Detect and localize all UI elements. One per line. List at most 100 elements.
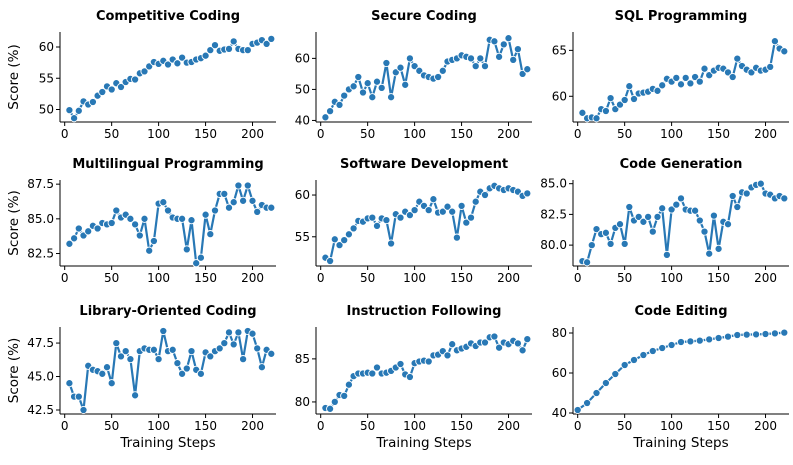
data-point — [499, 40, 508, 49]
data-point — [215, 344, 224, 353]
y-tick-label: 85.0 — [540, 177, 567, 191]
data-point — [98, 369, 107, 378]
data-point — [770, 37, 779, 46]
data-point — [448, 340, 457, 349]
data-point — [396, 213, 405, 222]
data-point — [79, 405, 88, 415]
x-tick-label: 50 — [360, 271, 375, 285]
y-tick-label: 80 — [552, 326, 567, 340]
data-point — [457, 201, 466, 210]
data-point — [107, 85, 116, 94]
y-tick-label: 80.0 — [540, 238, 567, 252]
chart-title: Code Generation — [620, 157, 743, 172]
x-tick-label: 100 — [147, 419, 170, 433]
data-point — [752, 330, 761, 339]
x-tick-label: 100 — [660, 127, 683, 141]
data-point — [70, 234, 79, 243]
data-point — [107, 218, 116, 228]
x-tick-label: 100 — [147, 127, 170, 141]
data-point — [466, 213, 476, 222]
y-tick-label: 60 — [552, 366, 567, 380]
y-tick-label: 85.0 — [27, 212, 54, 226]
x-tick-label: 0 — [61, 127, 69, 141]
data-point — [438, 207, 447, 216]
data-point — [368, 213, 377, 222]
data-point — [196, 369, 205, 378]
data-point — [601, 106, 610, 116]
data-point — [676, 194, 686, 203]
data-point — [770, 329, 779, 338]
y-tick-label: 50 — [295, 82, 310, 96]
data-point — [601, 228, 610, 237]
x-tick-label: 50 — [360, 127, 375, 141]
data-point — [523, 189, 532, 198]
data-point — [368, 93, 377, 102]
data-point — [742, 330, 751, 339]
y-tick-label: 60 — [552, 89, 567, 103]
data-point — [625, 82, 634, 91]
data-point — [410, 62, 419, 71]
data-point — [98, 87, 107, 97]
y-tick-label: 65 — [552, 43, 567, 57]
data-point — [672, 73, 681, 82]
data-point — [405, 211, 414, 220]
data-point — [229, 37, 238, 46]
data-point — [587, 241, 596, 250]
x-tick-label: 200 — [497, 271, 520, 285]
data-point — [518, 346, 527, 355]
data-point — [224, 44, 234, 53]
data-point — [330, 397, 339, 406]
data-point — [239, 196, 248, 205]
data-point — [658, 81, 667, 90]
data-point — [74, 106, 83, 115]
data-point — [615, 220, 625, 229]
data-point — [131, 391, 140, 400]
chart-title: Instruction Following — [347, 304, 502, 319]
x-axis-label: Training Steps — [119, 435, 215, 451]
chart-title: Competitive Coding — [96, 9, 240, 24]
x-tick-label: 50 — [104, 419, 119, 433]
data-point — [187, 347, 196, 356]
data-point — [253, 207, 262, 216]
data-point — [676, 337, 686, 347]
data-point — [714, 244, 723, 253]
data-point — [248, 196, 257, 205]
data-point — [780, 194, 789, 203]
x-tick-label: 50 — [617, 271, 632, 285]
data-point — [135, 231, 144, 240]
data-point — [354, 72, 363, 82]
data-point — [480, 190, 490, 200]
data-point — [206, 352, 215, 361]
data-point — [756, 179, 765, 188]
data-point — [523, 335, 532, 344]
data-point — [466, 54, 476, 63]
data-point — [340, 391, 349, 400]
data-point — [653, 86, 662, 95]
data-point — [210, 41, 220, 50]
data-point — [65, 106, 74, 115]
x-tick-label: 50 — [104, 271, 119, 285]
data-point — [480, 338, 490, 347]
y-tick-label: 55 — [295, 230, 310, 244]
x-tick-label: 200 — [497, 419, 520, 433]
data-point — [145, 246, 154, 255]
data-point — [583, 398, 592, 408]
data-point — [182, 245, 191, 254]
data-point — [480, 62, 490, 71]
x-tick-label: 100 — [403, 271, 426, 285]
data-point — [620, 360, 629, 370]
data-point — [733, 54, 742, 63]
data-point — [620, 239, 629, 248]
x-tick-label: 0 — [317, 419, 325, 433]
chart-panel: Code Generation 0 50 100 150 200 80.0 82.5 85.0 — [540, 157, 789, 285]
data-point — [192, 259, 201, 268]
data-point — [700, 64, 709, 73]
y-tick-label: 45.0 — [27, 370, 54, 384]
data-point — [149, 345, 158, 354]
x-tick-label: 200 — [754, 271, 777, 285]
data-point — [140, 67, 149, 76]
data-point — [74, 392, 83, 401]
chart-panel: Secure Coding 0 50 100 150 200 40 50 60 — [295, 9, 532, 141]
x-tick-label: 150 — [707, 127, 730, 141]
data-point — [742, 189, 751, 198]
